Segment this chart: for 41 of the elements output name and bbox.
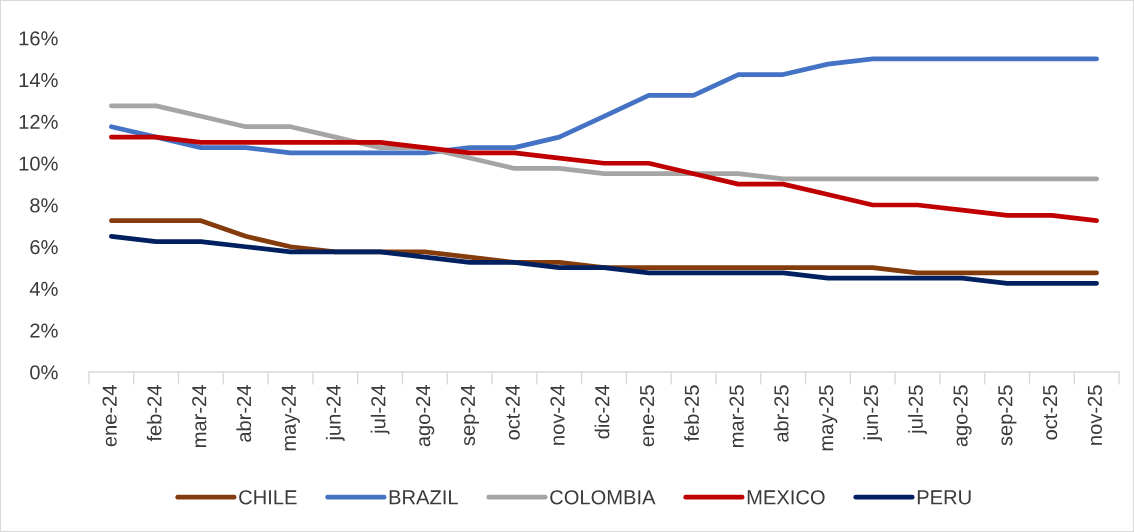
y-tick-label: 12%	[19, 114, 58, 129]
x-tick-label: may-25	[819, 385, 838, 451]
y-tick-label: 2%	[30, 323, 58, 338]
line-series	[109, 233, 1099, 286]
x-tick-label: mar-25	[729, 385, 744, 447]
x-tick-label: nov-24	[550, 385, 565, 445]
line-series	[109, 134, 1099, 224]
x-tick-label: mar-24	[192, 385, 207, 447]
x-tick-label: dic-24	[594, 385, 610, 439]
line-series	[109, 56, 1099, 156]
legend-label: PERU	[917, 490, 971, 505]
x-tick-label: jul-25	[908, 385, 927, 435]
x-tick-label: ene-24	[102, 385, 117, 447]
line-series	[109, 103, 1099, 182]
y-tick-label: 6%	[30, 239, 58, 255]
x-tick-label: abr-24	[236, 385, 252, 442]
legend-label: COLOMBIA	[550, 490, 656, 505]
x-tick-label: may-24	[281, 385, 300, 451]
x-tick-label: feb-24	[146, 385, 162, 442]
x-tick-label: oct-25	[1042, 385, 1058, 440]
y-tick-label: 4%	[29, 281, 58, 296]
legend-label: CHILE	[239, 490, 297, 505]
x-tick-label: nov-25	[1087, 385, 1103, 445]
y-tick-label: 10%	[19, 156, 58, 171]
x-tick-label: jun-24	[325, 385, 345, 441]
legend-label: BRAZIL	[389, 490, 458, 505]
y-tick-label: 0%	[30, 365, 58, 380]
x-tick-label: abr-25	[773, 385, 789, 442]
x-tick-label: feb-25	[684, 385, 699, 442]
x-tick-label: sep-24	[460, 385, 480, 446]
x-tick-label: jul-24	[370, 385, 390, 435]
x-tick-label: ago-25	[953, 385, 972, 447]
x-tick-label: ago-24	[416, 385, 435, 447]
y-tick-label: 8%	[30, 198, 58, 213]
x-tick-label: sep-25	[998, 385, 1017, 446]
x-tick-label: jun-25	[863, 385, 883, 441]
y-tick-label: 14%	[19, 73, 58, 88]
x-tick-label: ene-25	[639, 385, 655, 447]
legend-label: MEXICO	[747, 490, 825, 505]
x-tick-label: oct-24	[505, 385, 520, 440]
y-tick-label: 16%	[19, 31, 58, 46]
